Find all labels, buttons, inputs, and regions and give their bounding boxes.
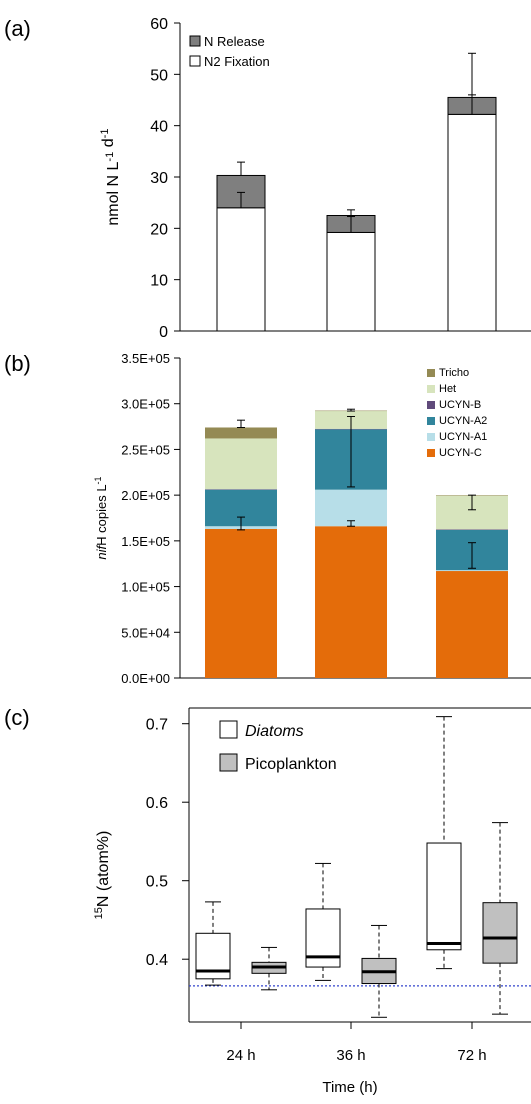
x-tick-label-c: 24 h	[226, 1047, 255, 1064]
label-part: H copies L	[94, 484, 109, 545]
y-tick-label-b: 3.0E+05	[121, 397, 170, 412]
label-part: N (atom%)	[95, 831, 112, 907]
bar-b-ucyn-c	[315, 526, 387, 678]
legend-swatch-b	[427, 401, 435, 409]
y-axis-label-a: nmol N L-1 d-1	[99, 128, 122, 225]
y-axis-label-c: 15N (atom%)	[93, 831, 112, 920]
y-tick-label-c: 0.6	[146, 795, 168, 812]
bar-b-ucyn-c	[436, 571, 508, 678]
y-axis-label-b: nifH copies L-1	[93, 476, 109, 559]
label-superscript: -1	[99, 128, 111, 138]
legend-swatch-a	[189, 55, 201, 67]
y-tick-label-a: 10	[150, 273, 168, 290]
legend-swatch-c	[219, 720, 238, 739]
panel-label-b: (b)	[4, 351, 31, 376]
legend-label-b: Het	[439, 383, 456, 395]
legend-label-c: Diatoms	[245, 723, 304, 740]
y-tick-label-a: 50	[150, 67, 168, 84]
x-tick-label-c: 36 h	[336, 1047, 365, 1064]
legend-label-b: UCYN-C	[439, 447, 482, 459]
bar-a-n2-fixation	[447, 113, 497, 332]
legend-label-b: UCYN-A1	[439, 431, 487, 443]
y-tick-label-a: 30	[150, 170, 168, 187]
y-tick-label-b: 1.0E+05	[121, 580, 170, 595]
x-tick-label-c: 72 h	[457, 1047, 486, 1064]
legend-swatch-b	[427, 369, 435, 377]
legend-swatch-b	[427, 417, 435, 425]
bar-b-ucyn-a1	[436, 570, 508, 572]
box-c-picoplankton	[482, 902, 518, 964]
legend-label-b: Tricho	[439, 367, 469, 379]
y-tick-label-b: 0.0E+00	[121, 671, 170, 686]
y-tick-label-c: 0.5	[146, 874, 168, 891]
label-part: N	[105, 175, 122, 191]
bar-b-ucyn-b	[436, 529, 508, 530]
panel-label-c: (c)	[4, 705, 30, 730]
bar-b-ucyn-c	[205, 528, 277, 678]
bar-b-ucyn-a1	[315, 489, 387, 527]
legend-swatch-b	[427, 433, 435, 441]
y-tick-label-b: 2.5E+05	[121, 442, 170, 457]
bar-a-n2-fixation	[216, 207, 266, 332]
label-part: d	[100, 138, 117, 151]
bar-b-ucyn-b	[205, 489, 277, 490]
legend-label-b: UCYN-A2	[439, 415, 487, 427]
label-part: nmol	[105, 191, 122, 226]
legend-swatch-a	[189, 35, 201, 47]
bar-b-het	[205, 438, 277, 490]
y-tick-label-a: 20	[150, 221, 168, 238]
y-tick-label-b: 5.0E+04	[121, 625, 170, 640]
legend-swatch-b	[427, 385, 435, 393]
label-superscript: 15	[93, 907, 105, 919]
legend-label-a: N Release	[204, 34, 265, 49]
y-tick-label-c: 0.4	[146, 952, 168, 969]
label-part: L	[105, 162, 122, 175]
panel-label-a: (a)	[4, 16, 31, 41]
y-tick-label-a: 0	[159, 324, 168, 341]
box-c-diatoms	[426, 842, 462, 951]
bar-a-n2-fixation	[326, 231, 376, 332]
y-tick-label-b: 1.5E+05	[121, 534, 170, 549]
y-tick-label-c: 0.7	[146, 717, 168, 734]
legend-swatch-c	[219, 753, 238, 772]
legend-label-a: N2 Fixation	[204, 54, 270, 69]
y-tick-label-b: 3.5E+05	[121, 351, 170, 366]
y-tick-label-a: 60	[150, 16, 168, 33]
x-axis-label-c: Time (h)	[322, 1079, 377, 1096]
label-superscript: -1	[93, 476, 103, 484]
label-superscript: -1	[104, 152, 116, 162]
bar-b-tricho	[205, 427, 277, 439]
y-tick-label-a: 40	[150, 119, 168, 136]
legend-label-b: UCYN-B	[439, 399, 481, 411]
legend-swatch-b	[427, 449, 435, 457]
y-tick-label-b: 2.0E+05	[121, 488, 170, 503]
label-part: nif	[94, 544, 109, 559]
legend-label-c: Picoplankton	[245, 756, 337, 773]
